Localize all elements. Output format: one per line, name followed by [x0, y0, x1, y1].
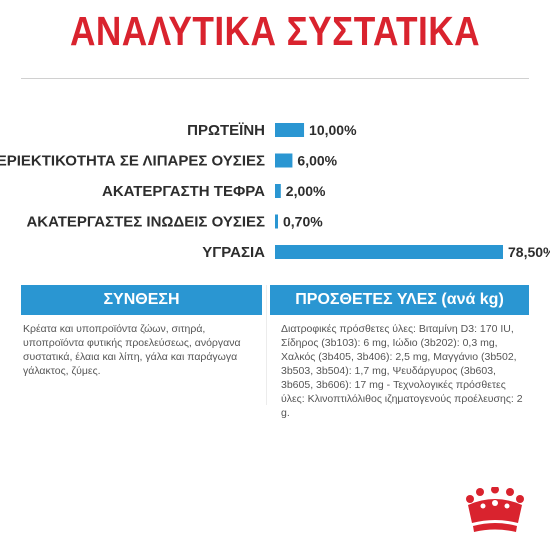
nutrient-bar-chart: ΠΡΩΤΕΪΝΗ 10,00% ΠΕΡΙΕΚΤΙΚΟΤΗΤΑ ΣΕ ΛΙΠΑΡΕΣ …	[0, 122, 550, 261]
panel-divider	[266, 285, 267, 405]
category-label: ΑΚΑΤΕΡΓΑΣΤΗ ΤΕΦΡΑ	[102, 183, 265, 200]
bar	[275, 214, 278, 229]
additives-heading: ΠΡΟΣΘΕΤΕΣ ΥΛΕΣ (ανά kg)	[270, 285, 529, 315]
bar	[275, 184, 281, 198]
page-title: ΑΝΑΛΥΤΙΚΑ ΣΥΣΤΑΤΙΚΑ	[69, 8, 481, 54]
value-label: 10,00%	[309, 122, 357, 138]
additives-text: Διατροφικές πρόσθετες ύλες: Βιταμίνη D3:…	[281, 323, 523, 419]
title-divider	[21, 78, 529, 79]
category-label: ΑΚΑΤΕΡΓΑΣΤΕΣ ΙΝΩΔΕΙΣ ΟΥΣΙΕΣ	[26, 214, 265, 231]
category-label: ΠΡΩΤΕΪΝΗ	[187, 122, 265, 139]
category-label: ΠΕΡΙΕΚΤΙΚΟΤΗΤΑ ΣΕ ΛΙΠΑΡΕΣ ΟΥΣΙΕΣ	[0, 153, 265, 170]
crown-icon	[466, 487, 524, 532]
bar	[275, 245, 503, 259]
composition-heading: ΣΥΝΘΕΣΗ	[21, 285, 262, 315]
value-label: 0,70%	[283, 214, 323, 230]
value-label: 2,00%	[286, 183, 326, 199]
composition-text: Κρέατα και υποπροϊόντα ζώων, σιτηρά, υπο…	[23, 323, 241, 377]
value-label: 78,50%	[508, 244, 550, 260]
bar	[275, 153, 293, 168]
bar	[275, 123, 305, 137]
category-label: ΥΓΡΑΣΙΑ	[202, 244, 265, 261]
value-label: 6,00%	[297, 153, 337, 169]
